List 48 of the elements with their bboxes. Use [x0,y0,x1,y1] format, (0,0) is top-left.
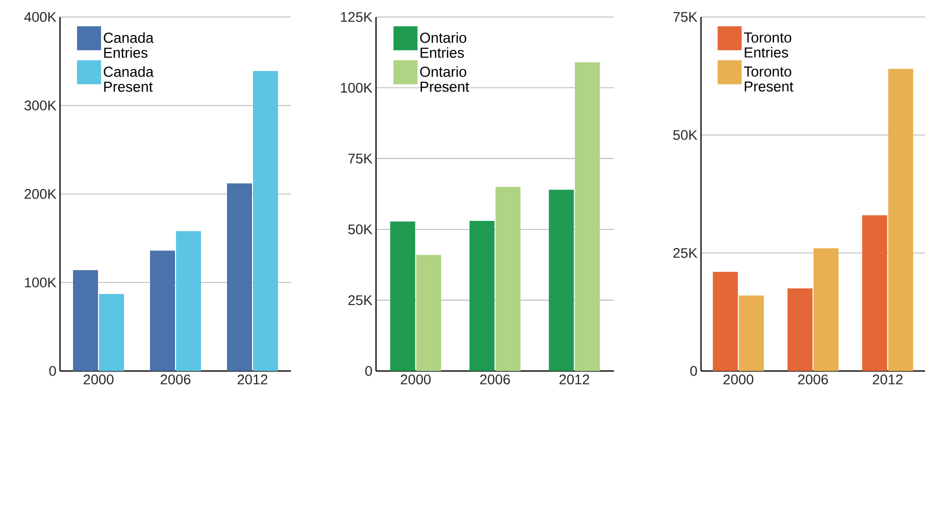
y-tick-label: 75K [348,154,372,164]
bar [888,68,914,371]
y-tick-label: 300K [24,100,56,110]
y-tick-label: 0 [49,366,56,376]
bar [712,272,738,371]
bar [99,294,124,371]
y-tick-label: 100K [340,82,372,93]
legend-label: Ontario Entries [420,32,466,58]
bar [253,70,278,371]
bar [73,270,98,371]
y-tick-label: 0 [690,366,697,376]
legend-label: Toronto Present [744,66,794,92]
x-tick-label: 2012 [238,374,268,384]
bar [788,288,813,371]
bar [574,62,600,371]
bar [150,250,176,371]
x-tick-label: 2012 [872,374,902,384]
bar [738,295,764,371]
y-tick-label: 50K [348,224,372,234]
bar [390,221,416,371]
bar [548,190,574,371]
y-tick-label: 0 [365,366,372,376]
bar [176,231,202,371]
x-tick-label: 2006 [160,374,190,384]
legend-label: Toronto Entries [744,32,792,58]
x-tick-label: 2000 [724,374,754,384]
y-tick-label: 200K [24,189,56,199]
legend-label: Canada Entries [104,32,154,58]
y-tick-label: 25K [348,295,372,306]
x-tick-label: 2012 [560,374,590,384]
legend-label: Ontario Present [420,66,470,92]
bar [862,215,888,371]
y-tick-label: 125K [340,12,372,22]
x-tick-label: 2000 [84,374,114,384]
y-tick-label: 400K [24,12,56,22]
y-tick-label: 75K [673,12,698,22]
x-tick-label: 2006 [480,374,510,384]
y-tick-label: 50K [673,130,698,140]
bar [470,220,495,371]
legend-label: Canada Present [104,66,154,92]
bar [227,183,252,371]
bar [416,254,442,371]
bar [814,248,839,371]
y-tick-label: 100K [24,278,56,288]
x-tick-label: 2006 [798,374,828,384]
y-tick-label: 25K [673,248,698,258]
bar [496,186,521,371]
x-tick-label: 2000 [400,374,431,384]
